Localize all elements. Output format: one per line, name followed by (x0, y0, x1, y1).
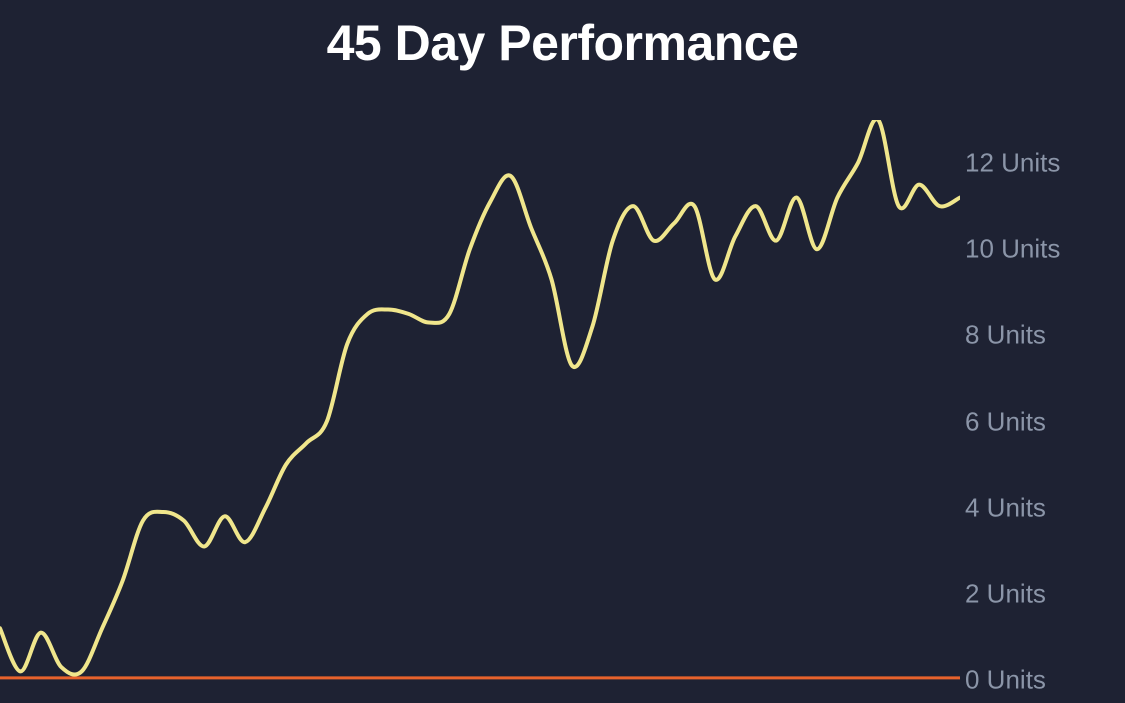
y-tick-label: 10 Units (965, 234, 1060, 265)
chart-plot-area (0, 120, 960, 680)
y-axis-labels: 12 Units 10 Units 8 Units 6 Units 4 Units 2 U… (965, 120, 1115, 680)
performance-line (0, 120, 960, 675)
y-tick-label: 4 Units (965, 492, 1046, 523)
y-tick-label: 2 Units (965, 578, 1046, 609)
y-tick-label: 8 Units (965, 320, 1046, 351)
chart-svg (0, 120, 960, 680)
chart-title: 45 Day Performance (0, 14, 1125, 72)
y-tick-label: 6 Units (965, 406, 1046, 437)
y-tick-label: 0 Units (965, 665, 1046, 696)
y-tick-label: 12 Units (965, 148, 1060, 179)
